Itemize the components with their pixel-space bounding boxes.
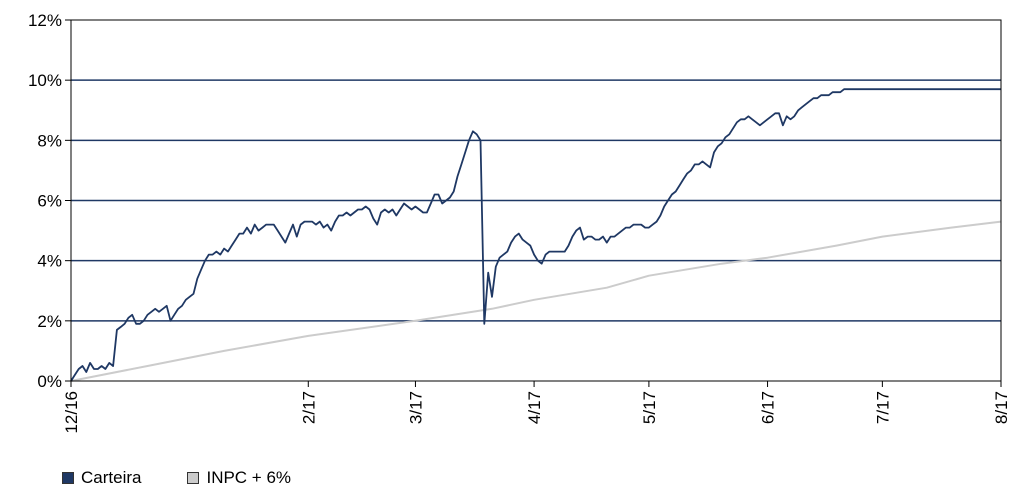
legend: Carteira INPC + 6% xyxy=(62,468,337,488)
x-tick-label: 6/17 xyxy=(759,391,778,424)
y-tick-label: 8% xyxy=(37,131,62,150)
legend-item-inpc: INPC + 6% xyxy=(187,468,291,488)
gridlines xyxy=(71,79,1001,322)
series-inpc xyxy=(70,220,1002,382)
legend-swatch-inpc xyxy=(187,472,200,484)
x-tick-label: 8/17 xyxy=(992,391,1009,424)
x-tick-label: 3/17 xyxy=(406,391,425,424)
y-tick-label: 10% xyxy=(28,71,62,90)
x-tick-label: 5/17 xyxy=(640,391,659,424)
x-tick-label: 4/17 xyxy=(525,391,544,424)
series-line xyxy=(70,88,1001,382)
y-tick-label: 12% xyxy=(28,11,62,30)
y-tick-label: 2% xyxy=(37,312,62,331)
legend-label-inpc: INPC + 6% xyxy=(206,468,292,487)
series-carteira xyxy=(70,88,1001,382)
x-tick-label: 12/16 xyxy=(62,391,81,434)
legend-label-carteira: Carteira xyxy=(81,468,142,487)
y-tick-label: 4% xyxy=(37,252,62,271)
series-line xyxy=(70,220,1002,382)
legend-swatch-carteira xyxy=(62,472,74,484)
y-tick-labels: 0% 2% 4% 6% 8% 10% 12% xyxy=(28,11,71,391)
x-tick-label: 2/17 xyxy=(299,391,318,424)
legend-item-carteira: Carteira xyxy=(62,468,141,488)
y-tick-label: 6% xyxy=(37,192,62,211)
y-tick-label: 0% xyxy=(37,372,62,391)
x-tick-labels: 12/16 2/17 3/17 4/17 5/17 6/17 7/17 8/17 xyxy=(62,381,1009,434)
x-tick-label: 7/17 xyxy=(873,391,892,424)
